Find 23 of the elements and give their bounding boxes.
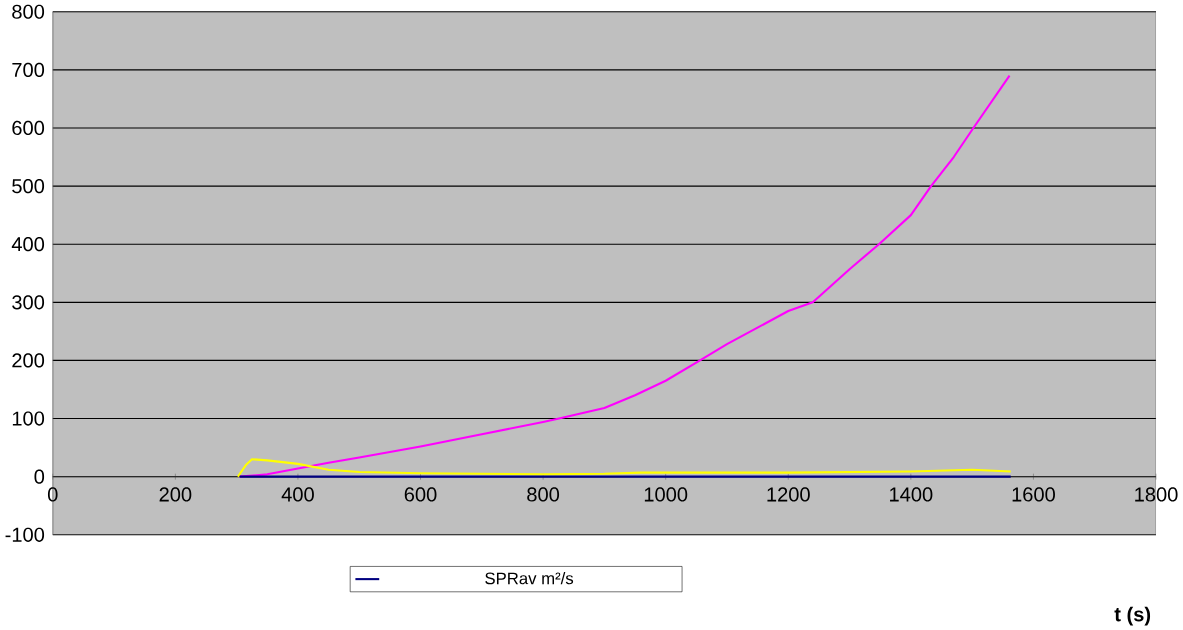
y-tick-label: 800 xyxy=(12,4,45,19)
x-tick-label: 400 xyxy=(281,487,314,502)
y-tick-label: 100 xyxy=(12,411,45,426)
line-series xyxy=(238,74,1011,478)
x-tick-label: 1200 xyxy=(767,487,810,502)
y-tick-label: 500 xyxy=(12,178,45,194)
y-tick-label: 300 xyxy=(12,295,45,310)
y-tick-label: 0 xyxy=(34,469,45,484)
y-tick-label: 200 xyxy=(12,353,45,368)
x-tick-label: 800 xyxy=(527,487,560,502)
x-tick-label: 600 xyxy=(404,487,437,502)
x-tick-label: 1400 xyxy=(890,487,933,502)
x-tick-label: 1000 xyxy=(644,487,688,502)
x-axis-title: t (s) xyxy=(1114,606,1151,626)
y-tick-label: -100 xyxy=(5,527,45,542)
x-tick-label: 1800 xyxy=(1135,487,1178,502)
y-tick-label: 600 xyxy=(12,120,45,136)
x-tick-label: 1600 xyxy=(1012,487,1055,502)
y-tick-label: 700 xyxy=(12,62,45,77)
text: SPRav m²/s xyxy=(485,572,574,585)
y-tick-label: 400 xyxy=(11,237,45,252)
x-tick-label: 200 xyxy=(159,487,192,502)
x-tick-label: 0 xyxy=(47,487,58,502)
